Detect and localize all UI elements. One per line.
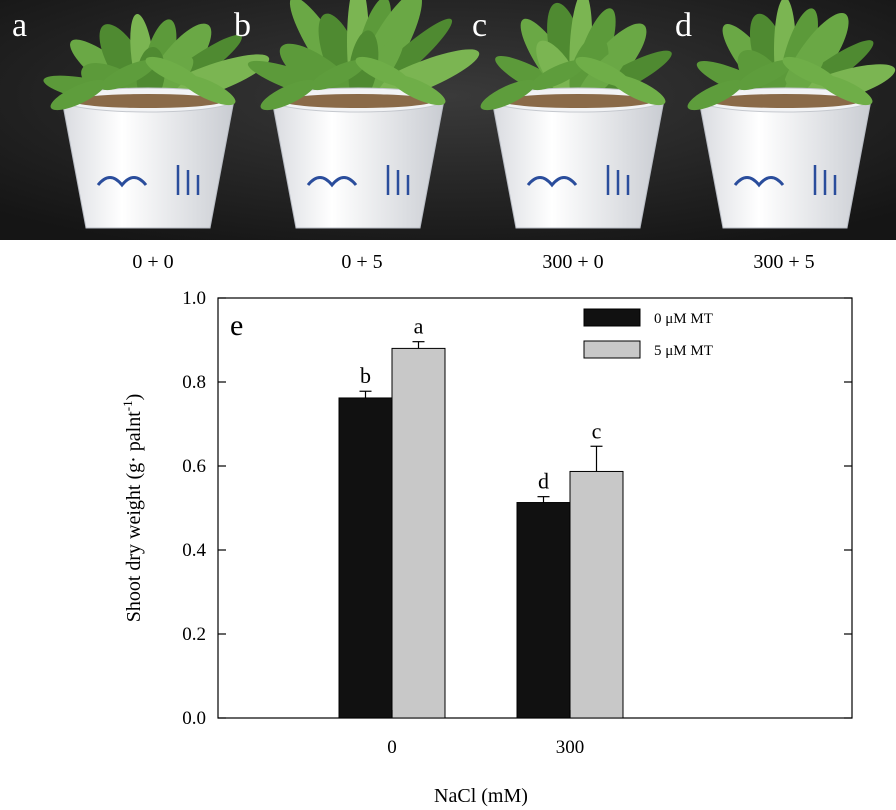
significance-letter: d: [538, 469, 549, 494]
y-tick-label: 0.0: [182, 708, 206, 729]
potted-plant-d: [687, 0, 896, 229]
leaf-shape: [355, 56, 411, 88]
bar-chart: 0 + 0 0 + 5 300 + 0 300 + 5 0.0 0.2 0.4 0.6 0.8…: [120, 251, 853, 807]
treatment-label: 0 + 5: [341, 251, 382, 273]
pot-decoration: [526, 176, 578, 188]
treatment-label: 300 + 5: [753, 251, 814, 273]
pot-decoration: [386, 165, 410, 195]
pot-decoration: [96, 176, 148, 188]
potted-plant-b: [247, 0, 480, 229]
legend-swatch: [583, 308, 641, 327]
y-axis-label-main: Shoot dry weight (g· palnt: [123, 411, 145, 623]
leaf-shape: [530, 59, 586, 91]
pot-soil: [502, 94, 654, 108]
flower-pot: [61, 99, 235, 229]
y-tick-label: 0.8: [182, 372, 206, 393]
y-tick-label: 0.6: [182, 456, 206, 477]
photo-panel-letter: c: [472, 7, 487, 44]
y-axis-label: Shoot dry weight (g· palnt-1): [120, 394, 145, 623]
pot-soil: [282, 94, 434, 108]
pot-decoration: [306, 176, 358, 188]
flower-pot: [698, 99, 872, 229]
x-tick-label: 300: [556, 737, 585, 758]
x-tick-label: 0: [387, 737, 397, 758]
significance-letter: c: [592, 418, 602, 443]
photo-panel-letter: d: [675, 7, 692, 44]
pot-soil: [72, 94, 224, 108]
pot-decoration: [606, 165, 630, 195]
legend-swatch: [583, 340, 641, 359]
leaf-shape: [737, 59, 793, 91]
leaf-shape: [310, 59, 366, 91]
photo-panel-letter: a: [12, 7, 27, 44]
leaf-shape: [50, 79, 106, 111]
legend-label: 5 μM MT: [654, 343, 713, 359]
photo-panel-letter: b: [234, 7, 251, 44]
legend-label: 0 μM MT: [654, 311, 713, 327]
y-tick-label: 1.0: [182, 288, 206, 309]
y-axis-label-superscript: -1: [120, 400, 135, 411]
pot-soil: [709, 94, 861, 108]
significance-letter: a: [414, 314, 424, 339]
pot-decoration: [176, 165, 200, 195]
y-axis-label-close: ): [123, 394, 145, 401]
flower-pot: [271, 99, 445, 229]
pot-decoration: [733, 176, 785, 188]
treatment-label: 300 + 0: [542, 251, 603, 273]
y-tick-label: 0.4: [182, 540, 206, 561]
leaf-shape: [480, 79, 536, 111]
bar: [569, 470, 624, 719]
flower-pot: [491, 99, 665, 229]
leaf-shape: [100, 59, 156, 91]
panel-label: e: [230, 309, 243, 342]
bar: [338, 397, 393, 719]
leaf-shape: [145, 56, 201, 88]
leaf-shape: [687, 79, 743, 111]
bar: [391, 347, 446, 719]
y-tick-label: 0.2: [182, 624, 206, 645]
potted-plant-c: [480, 0, 672, 229]
potted-plant-a: [43, 13, 270, 229]
leaf-shape: [260, 79, 316, 111]
treatment-label: 0 + 0: [132, 251, 173, 273]
plant-photo-strip: a b c d: [0, 0, 896, 240]
pot-decoration: [813, 165, 837, 195]
significance-letter: b: [360, 363, 371, 388]
x-axis-label: NaCl (mM): [434, 785, 528, 807]
leaf-shape: [575, 56, 631, 88]
leaf-shape: [782, 56, 838, 88]
bar: [516, 502, 571, 719]
